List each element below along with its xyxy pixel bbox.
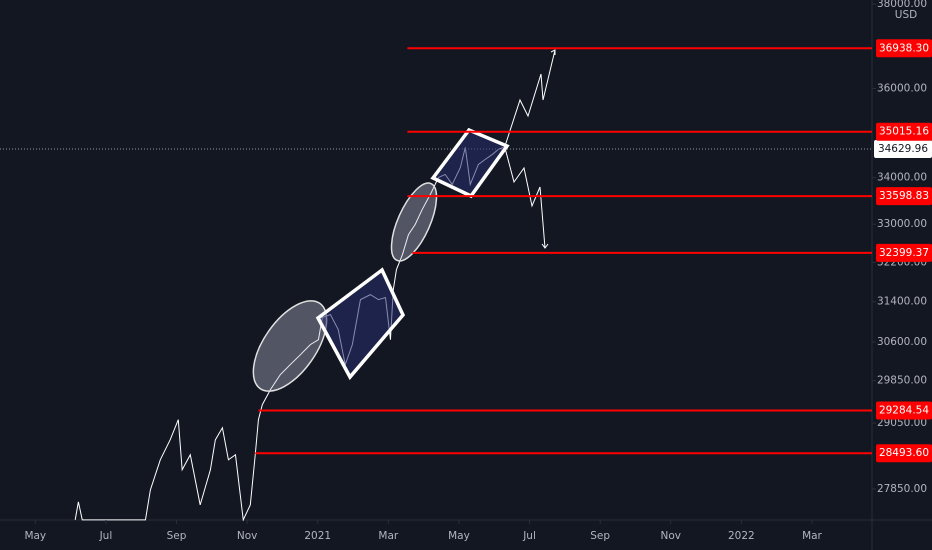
x-tick-label: Sep: [590, 530, 610, 542]
level-label-box: [876, 187, 932, 206]
level-label: 33598.83: [879, 190, 929, 202]
y-tick-label: 27850.00: [877, 483, 927, 495]
level-label: 29284.54: [879, 405, 929, 417]
y-tick-label: 38000.00: [877, 0, 927, 10]
level-label: 35015.16: [879, 126, 929, 138]
rect-pattern: [430, 127, 510, 199]
arrow-head: [550, 49, 556, 55]
y-tick-label: 29850.00: [877, 375, 927, 387]
level-label-box: [876, 444, 932, 463]
y-tick-label: 33000.00: [877, 218, 927, 230]
level-label: 28493.60: [879, 447, 929, 459]
level-label: 32399.37: [879, 247, 929, 259]
ellipse-pattern: [252, 300, 328, 392]
level-label-box: [876, 243, 932, 262]
x-tick-label: 2022: [728, 530, 755, 542]
y-tick-label: 36000.00: [877, 82, 927, 94]
x-tick-label: Sep: [167, 530, 187, 542]
current-price-label: 34629.96: [878, 143, 928, 155]
ellipse-pattern: [390, 182, 438, 262]
x-tick-label: Mar: [378, 530, 398, 542]
x-tick-label: Nov: [661, 530, 682, 542]
level-label-box: [876, 401, 932, 420]
drawings: [252, 49, 556, 392]
y-tick-label: 29050.00: [877, 417, 927, 429]
current-price-box: [874, 139, 932, 158]
x-tick-label: 2021: [304, 530, 331, 542]
level-label-box: [876, 39, 932, 58]
y-tick-label: 31400.00: [877, 296, 927, 308]
rect-pattern: [315, 267, 406, 381]
currency: USD: [895, 9, 917, 21]
x-tick-label: Jul: [522, 530, 536, 542]
x-tick-label: Jul: [99, 530, 113, 542]
y-tick-label: 30600.00: [877, 336, 927, 348]
y-tick-label: 34000.00: [877, 172, 927, 184]
level-label-box: [876, 122, 932, 141]
x-tick-label: May: [24, 530, 46, 542]
level-label: 36938.30: [879, 42, 929, 54]
projection-down: [504, 147, 546, 249]
x-tick-label: Mar: [802, 530, 822, 542]
x-tick-label: May: [448, 530, 470, 542]
arrow-head: [541, 243, 549, 249]
x-tick-label: Nov: [237, 530, 258, 542]
projection-up: [504, 49, 556, 147]
